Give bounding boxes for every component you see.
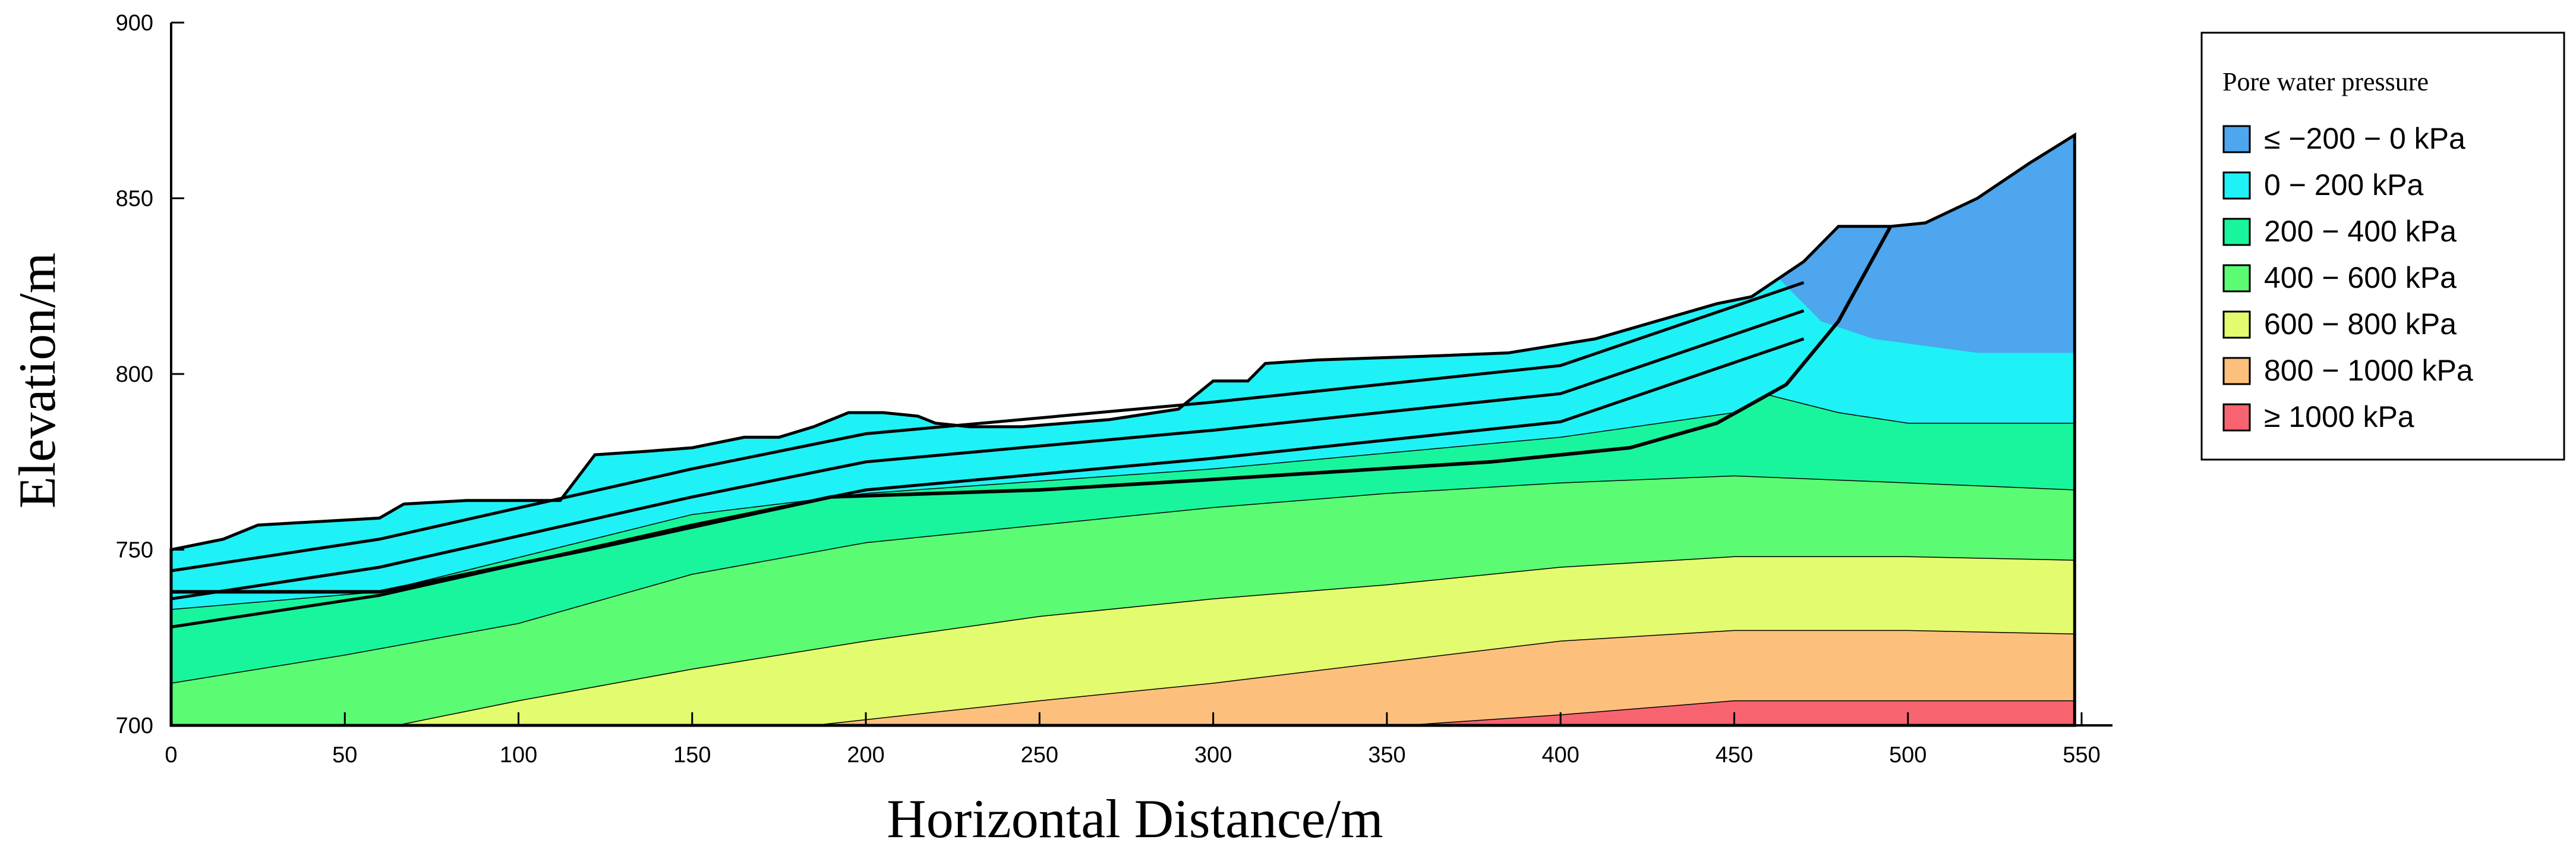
legend-swatch [2222, 171, 2251, 200]
x-tick-label: 450 [1716, 743, 1753, 768]
legend-label: 200 − 400 kPa [2264, 215, 2457, 248]
legend: Pore water pressure ≤ −200 − 0 kPa 0 − 20… [2200, 32, 2565, 461]
legend-swatch [2222, 218, 2251, 246]
legend-swatch [2222, 125, 2251, 153]
x-tick-label: 100 [500, 743, 537, 768]
layer-boundary-line [171, 281, 1805, 573]
x-tick-label: 200 [847, 743, 884, 768]
legend-title: Pore water pressure [2222, 67, 2429, 96]
legend-swatch [2222, 310, 2251, 339]
pressure-zones [171, 135, 2075, 726]
legend-label: 600 − 800 kPa [2264, 307, 2457, 341]
y-tick-label: 750 [116, 538, 153, 563]
legend-swatch [2222, 403, 2251, 432]
legend-swatch [2222, 264, 2251, 293]
legend-items: ≤ −200 − 0 kPa 0 − 200 kPa 200 − 400 kPa 40… [2222, 122, 2473, 433]
x-tick-label: 0 [165, 743, 177, 768]
legend-label: ≥ 1000 kPa [2264, 400, 2414, 433]
slip-surface-line [171, 225, 1893, 594]
x-tick-label: 250 [1021, 743, 1058, 768]
legend-label: ≤ −200 − 0 kPa [2264, 122, 2465, 155]
x-tick-label: 50 [332, 743, 357, 768]
legend-label: 800 − 1000 kPa [2264, 354, 2473, 387]
zone-negative [1768, 135, 2075, 353]
x-axis-title: Horizontal Distance/m [887, 788, 1383, 849]
y-axis-title: Elevation/m [9, 253, 67, 508]
y-tick-label: 850 [116, 187, 153, 212]
x-tick-label: 400 [1541, 743, 1579, 768]
layer-boundary-line [171, 309, 1805, 601]
legend-box [2200, 32, 2565, 461]
x-tick-label: 300 [1194, 743, 1232, 768]
y-tick-label: 800 [116, 362, 153, 387]
x-tick-label: 150 [673, 743, 711, 768]
legend-swatch [2222, 357, 2251, 385]
x-tick-label: 500 [1889, 743, 1927, 768]
ground-surface-line [169, 132, 2076, 727]
x-axis-ticks: 0 50 100 150 200 250 300 350 400 450 500 550 [165, 712, 2101, 768]
x-tick-label: 350 [1368, 743, 1405, 768]
slope-structure-lines [169, 132, 2076, 727]
legend-label: 0 − 200 kPa [2264, 168, 2423, 202]
layer-boundary-line [171, 337, 1805, 628]
y-tick-label: 900 [116, 11, 153, 36]
zone-800-plus [813, 630, 2075, 726]
y-tick-label: 700 [116, 713, 153, 738]
y-axis-ticks: 700 750 800 850 900 [116, 11, 184, 738]
legend-label: 400 − 600 kPa [2264, 261, 2457, 294]
x-tick-label: 550 [2063, 743, 2100, 768]
